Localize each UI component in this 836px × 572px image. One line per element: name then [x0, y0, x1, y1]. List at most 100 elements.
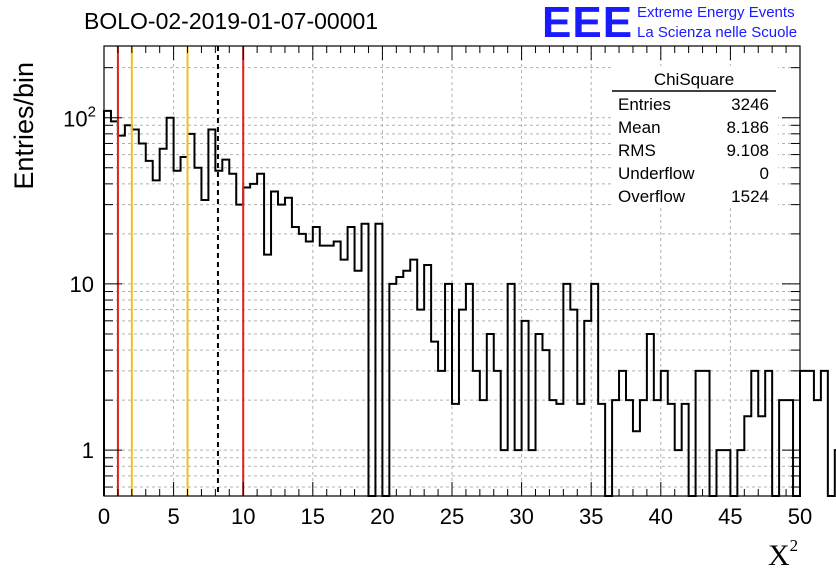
- histogram-bin: [619, 371, 626, 496]
- histogram-bin: [424, 265, 431, 496]
- stats-label: Mean: [618, 118, 661, 137]
- histogram-bin: [737, 450, 744, 496]
- histogram-bin: [139, 143, 146, 496]
- x-tick-label: 30: [509, 504, 533, 529]
- stats-label: Overflow: [618, 187, 686, 206]
- histogram-bin: [661, 371, 668, 496]
- stats-value: 0: [760, 164, 769, 183]
- histogram-bin: [647, 334, 654, 496]
- histogram-outline: [103, 109, 836, 497]
- histogram-bin: [765, 371, 772, 496]
- histogram-bin: [306, 242, 313, 496]
- y-tick-labels: 1 10 102: [63, 104, 96, 463]
- histogram-bin: [431, 342, 438, 496]
- histogram-bin: [355, 271, 362, 496]
- histogram-bin: [501, 450, 508, 496]
- x-axis-label: X2: [768, 536, 798, 572]
- histogram-bin: [438, 371, 445, 496]
- histogram-bin: [800, 371, 807, 496]
- histogram-bin: [125, 125, 132, 496]
- histogram-bin: [751, 371, 758, 496]
- histogram-bin: [570, 310, 577, 496]
- y-axis-label: Entries/bin: [9, 62, 39, 190]
- histogram-bin: [327, 246, 334, 496]
- histogram-bin: [473, 371, 480, 496]
- y-tick-label: 1: [82, 438, 94, 463]
- histogram-bin: [591, 284, 598, 496]
- y-tick-label: 102: [63, 104, 96, 132]
- histogram-bin: [549, 400, 556, 496]
- stats-box: ChiSquare Entries 3246 Mean 8.186 RMS 9.108 Und…: [612, 66, 778, 208]
- histogram-bin: [466, 284, 473, 496]
- histogram-bin: [153, 180, 160, 496]
- histogram-bin: [299, 234, 306, 496]
- histogram-bin: [313, 227, 320, 496]
- x-tick-label: 50: [788, 504, 812, 529]
- histogram-bin: [633, 431, 640, 496]
- histogram-bin: [174, 171, 181, 496]
- histogram-bin: [536, 334, 543, 496]
- histogram-bin: [250, 184, 257, 496]
- chart-title: BOLO-02-2019-01-07-00001: [84, 8, 379, 34]
- histogram-bin: [208, 129, 215, 496]
- histogram-bin: [375, 224, 382, 496]
- histogram-bin: [821, 371, 828, 496]
- histogram-bin: [703, 371, 710, 496]
- histogram-bin: [682, 404, 689, 496]
- histogram-bin: [445, 284, 452, 496]
- histogram-bin: [243, 188, 250, 496]
- histogram-bin: [779, 400, 786, 496]
- stats-value: 9.108: [726, 141, 769, 160]
- histogram-bin: [563, 284, 570, 496]
- histogram-bin: [160, 149, 167, 496]
- histogram-bin: [222, 160, 229, 496]
- histogram-bin: [341, 260, 348, 496]
- histogram-bars: [103, 109, 836, 497]
- stats-value: 3246: [731, 95, 769, 114]
- histogram-bin: [459, 310, 466, 496]
- stats-value: 8.186: [726, 118, 769, 137]
- histogram-bin: [334, 242, 341, 496]
- stats-box-bg: [612, 66, 778, 208]
- stats-label: Entries: [618, 95, 671, 114]
- histogram-bin: [285, 198, 292, 496]
- histogram-bin: [132, 129, 139, 496]
- logo-line-2: La Scienza nelle Scuole: [637, 24, 798, 41]
- histogram-bin: [229, 174, 236, 496]
- histogram-bin: [508, 284, 515, 496]
- stats-label: RMS: [618, 141, 656, 160]
- histogram-bin: [362, 224, 369, 496]
- y-tick-label: 10: [70, 272, 94, 297]
- histogram-bin: [786, 400, 793, 496]
- histogram-bin: [452, 404, 459, 496]
- histogram-bin: [389, 284, 396, 496]
- histogram-bin: [494, 371, 501, 496]
- histogram-bin: [104, 111, 111, 496]
- histogram-bin: [292, 227, 299, 496]
- stats-value: 1524: [731, 187, 769, 206]
- marker-lines: [116, 46, 245, 496]
- histogram-bin: [236, 205, 243, 496]
- histogram-bin: [640, 400, 647, 496]
- histogram-bin: [118, 136, 125, 496]
- x-tick-label: 5: [167, 504, 179, 529]
- x-tick-label: 40: [649, 504, 673, 529]
- histogram-bin: [188, 134, 195, 496]
- histogram-bin: [542, 350, 549, 496]
- x-tick-label: 10: [231, 504, 255, 529]
- histogram-bin: [111, 121, 118, 496]
- histogram-bin: [612, 400, 619, 496]
- histogram-bin: [167, 118, 174, 496]
- x-tick-labels: 0 5 10 15 20 25 30 35 40 45 50: [98, 504, 812, 529]
- histogram-bin: [348, 227, 355, 496]
- histogram-bin: [598, 404, 605, 496]
- histogram-bin: [320, 246, 327, 496]
- histogram-bin: [410, 260, 417, 496]
- histogram-bin: [515, 450, 522, 496]
- histogram-bin: [807, 371, 814, 496]
- x-tick-label: 15: [301, 504, 325, 529]
- histogram-bin: [396, 277, 403, 496]
- logo-line-1: Extreme Energy Events: [637, 4, 795, 21]
- histogram-bin: [278, 205, 285, 496]
